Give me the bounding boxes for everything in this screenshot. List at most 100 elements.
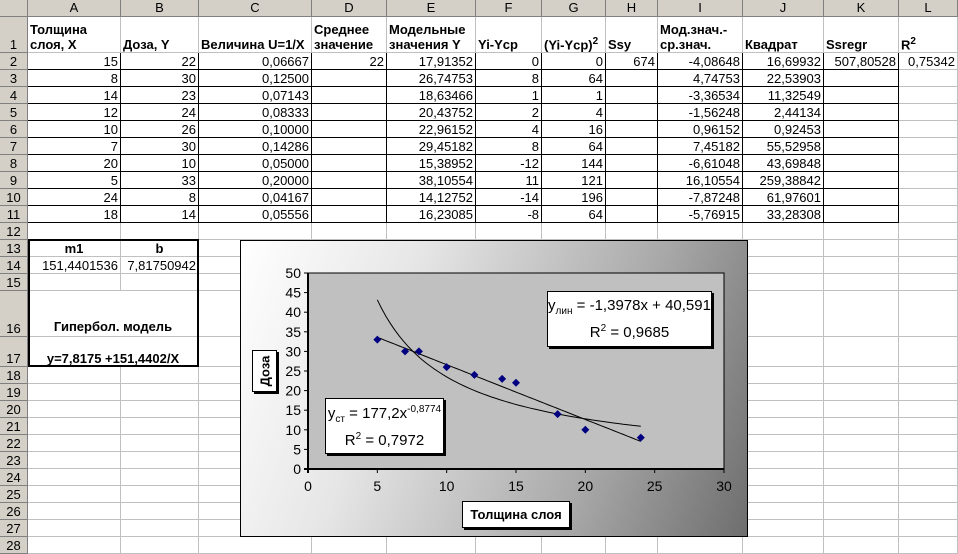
cell-A23[interactable] <box>28 452 121 469</box>
cell-A5[interactable]: 12 <box>28 104 121 121</box>
cell-D2[interactable]: 22 <box>312 53 387 70</box>
cell-I28[interactable] <box>658 537 743 554</box>
cell-A13[interactable]: m1 <box>28 240 121 257</box>
cell-F8[interactable]: -12 <box>476 155 542 172</box>
row-header-4[interactable]: 4 <box>0 87 28 104</box>
cell-G7[interactable]: 64 <box>542 138 606 155</box>
cell-A4[interactable]: 14 <box>28 87 121 104</box>
row-header-15[interactable]: 15 <box>0 274 28 291</box>
cell-F5[interactable]: 2 <box>476 104 542 121</box>
cell-B6[interactable]: 26 <box>121 121 199 138</box>
row-header-6[interactable]: 6 <box>0 121 28 138</box>
cell-H28[interactable] <box>606 537 658 554</box>
cell-A19[interactable] <box>28 384 121 401</box>
cell-K20[interactable] <box>824 401 899 418</box>
row-header-7[interactable]: 7 <box>0 138 28 155</box>
cell-L21[interactable] <box>899 418 958 435</box>
row-header-22[interactable]: 22 <box>0 435 28 452</box>
cell-A10[interactable]: 24 <box>28 189 121 206</box>
cell-K15[interactable] <box>824 274 899 291</box>
row-header-1[interactable]: 1 <box>0 17 28 53</box>
cell-K21[interactable] <box>824 418 899 435</box>
cell-D7[interactable] <box>312 138 387 155</box>
cell-K18[interactable] <box>824 367 899 384</box>
cell-J11[interactable]: 33,28308 <box>743 206 824 223</box>
cell-A3[interactable]: 8 <box>28 70 121 87</box>
cell-A2[interactable]: 15 <box>28 53 121 70</box>
row-header-11[interactable]: 11 <box>0 206 28 223</box>
row-header-19[interactable]: 19 <box>0 384 28 401</box>
cell-B8[interactable]: 10 <box>121 155 199 172</box>
cell-L1[interactable]: R2 <box>899 17 958 53</box>
cell-E7[interactable]: 29,45182 <box>387 138 476 155</box>
cell-B10[interactable]: 8 <box>121 189 199 206</box>
cell-A12[interactable] <box>28 223 121 240</box>
cell-K19[interactable] <box>824 384 899 401</box>
cell-D12[interactable] <box>312 223 387 240</box>
cell-C7[interactable]: 0,14286 <box>199 138 312 155</box>
cell-I7[interactable]: 7,45182 <box>658 138 743 155</box>
cell-F6[interactable]: 4 <box>476 121 542 138</box>
cell-L5[interactable] <box>899 104 958 121</box>
cell-A24[interactable] <box>28 469 121 486</box>
cell-C10[interactable]: 0,04167 <box>199 189 312 206</box>
row-header-3[interactable]: 3 <box>0 70 28 87</box>
cell-K23[interactable] <box>824 452 899 469</box>
column-header-B[interactable]: B <box>121 0 199 17</box>
cell-D4[interactable] <box>312 87 387 104</box>
row-header-28[interactable]: 28 <box>0 537 28 554</box>
cell-E4[interactable]: 18,63466 <box>387 87 476 104</box>
cell-C11[interactable]: 0,05556 <box>199 206 312 223</box>
cell-C6[interactable]: 0,10000 <box>199 121 312 138</box>
cell-A21[interactable] <box>28 418 121 435</box>
cell-B19[interactable] <box>121 384 199 401</box>
cell-F9[interactable]: 11 <box>476 172 542 189</box>
cell-L10[interactable] <box>899 189 958 206</box>
cell-J4[interactable]: 11,32549 <box>743 87 824 104</box>
cell-H3[interactable] <box>606 70 658 87</box>
cell-L11[interactable] <box>899 206 958 223</box>
x-axis-title[interactable]: Толщина слоя <box>462 501 570 528</box>
cell-J15[interactable] <box>743 274 824 291</box>
y-axis-title[interactable]: Доза <box>252 350 277 392</box>
cell-D28[interactable] <box>312 537 387 554</box>
cell-A22[interactable] <box>28 435 121 452</box>
cell-K12[interactable] <box>824 223 899 240</box>
row-header-2[interactable]: 2 <box>0 53 28 70</box>
cell-J5[interactable]: 2,44134 <box>743 104 824 121</box>
cell-G10[interactable]: 196 <box>542 189 606 206</box>
cell-L2[interactable]: 0,75342 <box>899 53 958 70</box>
cell-K8[interactable] <box>824 155 899 172</box>
cell-L9[interactable] <box>899 172 958 189</box>
cell-H5[interactable] <box>606 104 658 121</box>
cell-A7[interactable]: 7 <box>28 138 121 155</box>
cell-B21[interactable] <box>121 418 199 435</box>
cell-J25[interactable] <box>743 486 824 503</box>
cell-K4[interactable] <box>824 87 899 104</box>
column-header-F[interactable]: F <box>476 0 542 17</box>
cell-L13[interactable] <box>899 240 958 257</box>
cell-L22[interactable] <box>899 435 958 452</box>
cell-G8[interactable]: 144 <box>542 155 606 172</box>
cell-K26[interactable] <box>824 503 899 520</box>
cell-K10[interactable] <box>824 189 899 206</box>
cell-C28[interactable] <box>199 537 312 554</box>
cell-J18[interactable] <box>743 367 824 384</box>
cell-H12[interactable] <box>606 223 658 240</box>
cell-H4[interactable] <box>606 87 658 104</box>
cell-G9[interactable]: 121 <box>542 172 606 189</box>
cell-J7[interactable]: 55,52958 <box>743 138 824 155</box>
cell-G3[interactable]: 64 <box>542 70 606 87</box>
cell-E12[interactable] <box>387 223 476 240</box>
cell-B24[interactable] <box>121 469 199 486</box>
cell-B20[interactable] <box>121 401 199 418</box>
cell-H11[interactable] <box>606 206 658 223</box>
cell-C4[interactable]: 0,07143 <box>199 87 312 104</box>
cell-L27[interactable] <box>899 520 958 537</box>
cell-D1[interactable]: Среднее значение <box>312 17 387 53</box>
cell-C9[interactable]: 0,20000 <box>199 172 312 189</box>
row-header-13[interactable]: 13 <box>0 240 28 257</box>
row-header-18[interactable]: 18 <box>0 367 28 384</box>
cell-D8[interactable] <box>312 155 387 172</box>
cell-F28[interactable] <box>476 537 542 554</box>
